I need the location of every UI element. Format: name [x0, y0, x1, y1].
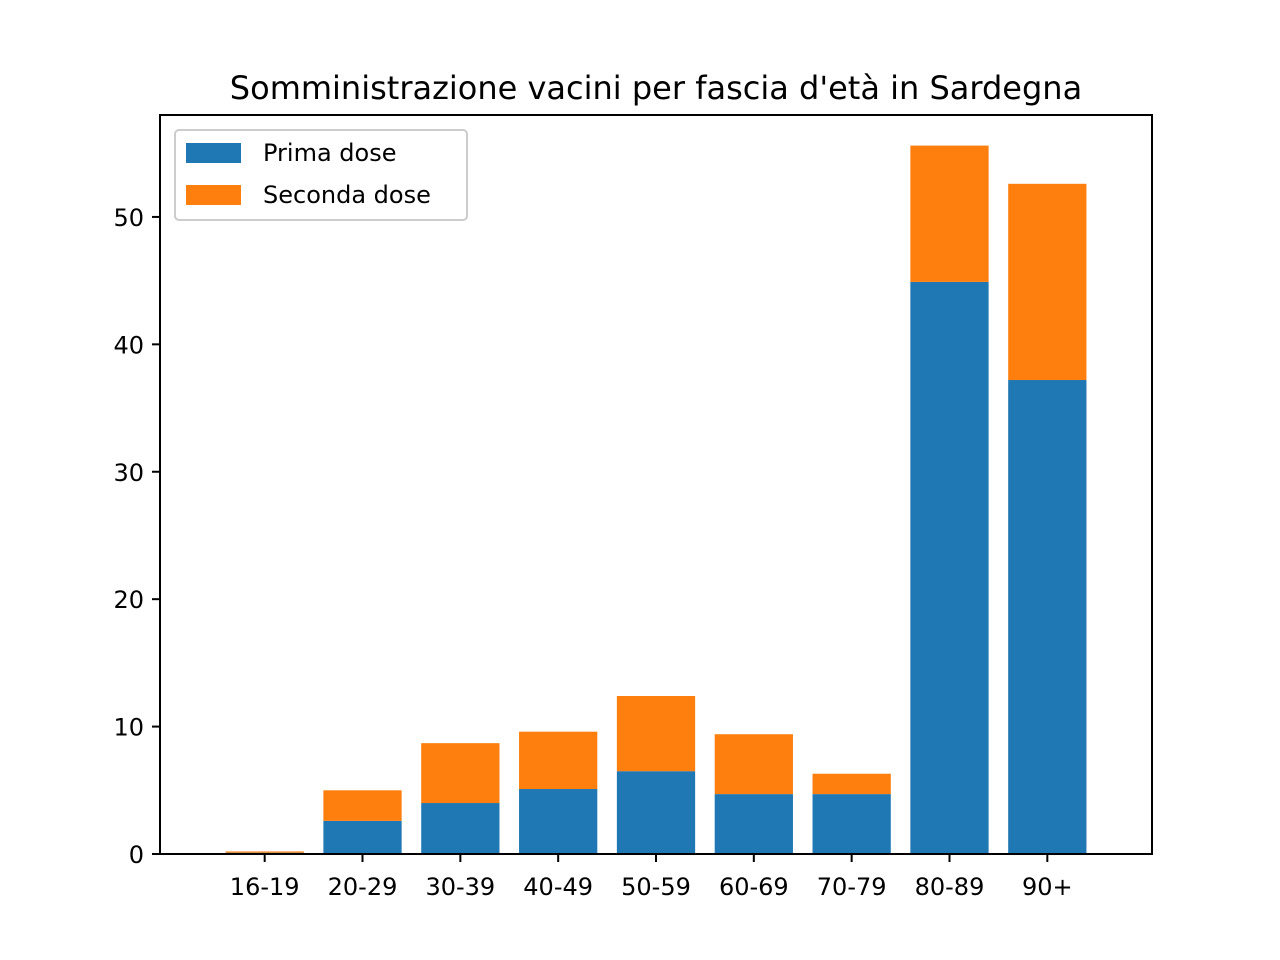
- x-tick-label: 90+: [1022, 873, 1073, 901]
- x-tick-label: 30-39: [425, 873, 495, 901]
- legend-label-seconda-dose: Seconda dose: [263, 181, 431, 209]
- bar-seconda-dose-90+: [1008, 183, 1087, 381]
- legend-label-prima-dose: Prima dose: [263, 139, 397, 167]
- legend-box: [174, 129, 468, 221]
- bar-seconda-dose-50-59: [616, 696, 696, 772]
- x-tick-label: 20-29: [328, 873, 398, 901]
- plot-frame: [159, 114, 1153, 855]
- y-tick-label: 50: [113, 204, 144, 232]
- bar-prima-dose-20-29: [323, 820, 402, 854]
- y-axis: 0 10 20 30 40 50: [113, 204, 160, 869]
- x-tick-label: 70-79: [817, 873, 887, 901]
- bar-seconda-dose-80-89: [910, 145, 989, 282]
- bar-seconda-dose-70-79: [812, 773, 891, 795]
- bar-prima-dose-70-79: [812, 794, 891, 854]
- bar-prima-dose-80-89: [910, 281, 989, 854]
- bar-seconda-dose-16-19: [225, 851, 304, 853]
- legend-swatch-prima-dose: [186, 143, 241, 163]
- x-axis: 16-19 20-29 30-39 40-49 50-59 60-69 70-79 80-89…: [230, 854, 1073, 901]
- bar-seconda-dose-20-29: [323, 790, 402, 821]
- bar-prima-dose-40-49: [519, 789, 598, 854]
- y-tick-label: 30: [113, 459, 144, 487]
- bar-prima-dose-90+: [1008, 380, 1087, 854]
- bar-prima-dose-50-59: [616, 771, 696, 854]
- chart-title: Somministrazione vacini per fascia d'età…: [230, 69, 1082, 107]
- legend: Prima dose Seconda dose: [174, 129, 468, 221]
- y-tick-label: 10: [113, 714, 144, 742]
- y-tick-label: 40: [113, 331, 144, 359]
- y-tick-label: 20: [113, 586, 144, 614]
- legend-swatch-seconda-dose: [186, 185, 241, 205]
- bar-prima-dose-60-69: [714, 794, 793, 854]
- x-tick-label: 50-59: [621, 873, 691, 901]
- bar-seconda-dose-40-49: [519, 731, 598, 790]
- bar-prima-dose-30-39: [421, 803, 500, 854]
- bar-seconda-dose-60-69: [714, 734, 793, 795]
- x-tick-label: 40-49: [523, 873, 593, 901]
- y-tick-label: 0: [129, 841, 144, 869]
- x-tick-label: 60-69: [719, 873, 789, 901]
- bars-group: [225, 145, 1087, 854]
- bar-seconda-dose-30-39: [421, 743, 500, 804]
- x-tick-label: 16-19: [230, 873, 300, 901]
- x-tick-label: 80-89: [915, 873, 985, 901]
